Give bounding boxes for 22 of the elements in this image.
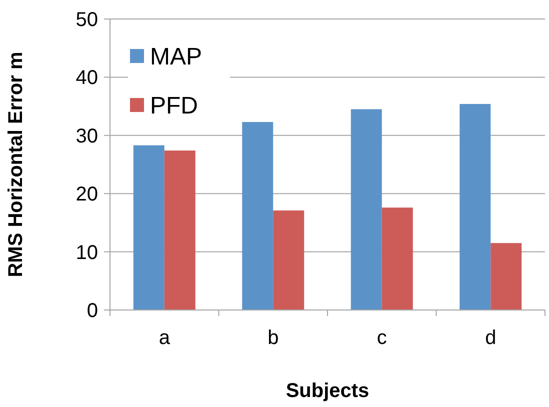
y-tick-label: 40	[76, 67, 98, 90]
x-axis-title: Subjects	[286, 380, 370, 402]
y-tick-label: 0	[86, 300, 98, 322]
bar	[242, 122, 274, 310]
bar	[490, 243, 522, 310]
y-tick-label: 20	[76, 184, 98, 206]
bar	[273, 210, 304, 310]
x-tick-label: d	[485, 327, 496, 349]
bar	[164, 150, 196, 310]
bar	[350, 109, 382, 310]
x-tick-label: b	[268, 327, 279, 349]
x-tick-label: a	[158, 327, 171, 349]
y-axis-title: RMS Horizontal Error m	[5, 52, 27, 278]
legend-label: MAP	[150, 43, 202, 70]
legend-label: PFD	[150, 92, 198, 120]
bar	[382, 208, 413, 310]
x-tick-label: c	[376, 327, 387, 349]
y-tick-label: 10	[76, 242, 98, 264]
bar	[460, 104, 491, 310]
bar	[133, 145, 164, 310]
y-tick-label: 30	[76, 125, 98, 148]
y-tick-label: 50	[76, 9, 98, 31]
